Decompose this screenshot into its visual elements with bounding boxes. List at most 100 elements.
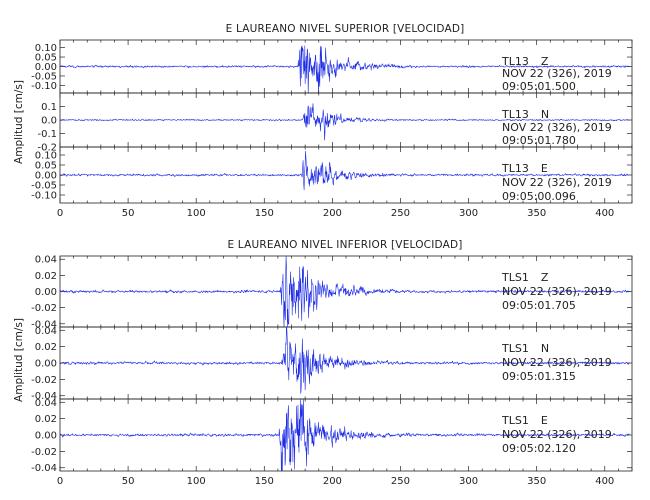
waveform-trace bbox=[59, 45, 630, 94]
trace-time: 09:05:01.500 bbox=[502, 80, 576, 93]
panel: 0.04 0.02 0.00 -0.02 -0.04 0 50 100 150 200 250 30… bbox=[31, 398, 633, 487]
y-ticks: 0.100.050.00-0.05-0.10 bbox=[31, 151, 632, 202]
y-ticks: 0.04 0.02 0.00 -0.02 -0.04 bbox=[31, 255, 632, 330]
station-label: TLS1 Z bbox=[501, 271, 549, 284]
y-tick-label: 0.02 bbox=[35, 342, 57, 353]
waveform-trace bbox=[59, 150, 630, 191]
trace-time: 09:05:02.120 bbox=[502, 442, 576, 455]
y-tick-label: -0.10 bbox=[31, 81, 57, 92]
y-tick-label: 0.1 bbox=[41, 102, 57, 113]
station-label: TL13 Z bbox=[501, 55, 549, 68]
y-tick-label: 0.05 bbox=[35, 161, 57, 172]
y-tick-label: -0.02 bbox=[31, 447, 57, 458]
x-tick-label: 250 bbox=[391, 208, 410, 219]
x-ticks: 0 50 100 150 200 250 300 350 400 bbox=[57, 476, 614, 487]
x-tick-label: 350 bbox=[527, 476, 546, 487]
trace-time: 09:05:01.315 bbox=[502, 370, 576, 383]
station-code: TLS1 bbox=[501, 414, 529, 427]
component-code: N bbox=[541, 342, 549, 355]
station-label: TLS1 E bbox=[501, 414, 548, 427]
station-code: TL13 bbox=[501, 108, 529, 121]
y-tick-label: -0.02 bbox=[31, 303, 57, 314]
waveform-trace bbox=[59, 398, 630, 472]
y-tick-label: 0.02 bbox=[35, 414, 57, 425]
trace-time: 09:05:00.096 bbox=[502, 190, 576, 203]
y-tick-label: 0.10 bbox=[35, 43, 57, 54]
trace-date: NOV 22 (326), 2019 bbox=[502, 67, 612, 80]
station-code: TLS1 bbox=[501, 342, 529, 355]
x-tick-label: 300 bbox=[459, 208, 478, 219]
trace-date: NOV 22 (326), 2019 bbox=[502, 428, 612, 441]
y-tick-label: -0.04 bbox=[31, 463, 57, 474]
x-tick-label: 50 bbox=[122, 208, 135, 219]
x-tick-label: 350 bbox=[527, 208, 546, 219]
chart-title: E LAUREANO NIVEL INFERIOR [VELOCIDAD] bbox=[227, 239, 462, 251]
x-ticks: 0 50 100 150 200 250 300 350 400 bbox=[57, 208, 614, 219]
panel: 0.04 0.02 0.00 -0.02 -0.04 TLS1 N NOV 22 (326… bbox=[31, 326, 633, 402]
trace-annotation: TLS1 N NOV 22 (326), 2019 09:05:01.315 bbox=[501, 342, 612, 383]
x-tick-label: 300 bbox=[459, 476, 478, 487]
y-axis-label: Amplitud [cm/s] bbox=[13, 318, 25, 402]
y-tick-label: -0.2 bbox=[37, 143, 57, 154]
y-tick-label: -0.02 bbox=[31, 375, 57, 386]
component-code: N bbox=[541, 108, 549, 121]
y-tick-label: 0.00 bbox=[35, 287, 57, 298]
x-tick-label: 150 bbox=[255, 208, 274, 219]
y-tick-label: 0.04 bbox=[35, 255, 57, 266]
x-tick-label: 400 bbox=[595, 208, 614, 219]
trace-annotation: TLS1 E NOV 22 (326), 2019 09:05:02.120 bbox=[501, 414, 612, 455]
x-tick-label: 0 bbox=[57, 476, 63, 487]
waveform-trace bbox=[59, 103, 630, 141]
y-tick-label: 0.00 bbox=[35, 62, 57, 73]
y-tick-label: 0.00 bbox=[35, 431, 57, 442]
panel: 0.100.050.00-0.05-0.10 0 50 100 150 200 250 30… bbox=[31, 146, 633, 219]
x-tick-label: 100 bbox=[187, 476, 206, 487]
trace-date: NOV 22 (326), 2019 bbox=[502, 121, 612, 134]
trace-date: NOV 22 (326), 2019 bbox=[502, 176, 612, 189]
y-tick-label: 0.02 bbox=[35, 271, 57, 282]
y-axis-label: Amplitud [cm/s] bbox=[13, 80, 25, 164]
y-tick-label: -0.05 bbox=[31, 181, 57, 192]
y-tick-label: -0.04 bbox=[31, 391, 57, 402]
trace-annotation: TL13 N NOV 22 (326), 2019 09:05:01.780 bbox=[501, 108, 612, 147]
y-tick-label: -0.04 bbox=[31, 319, 57, 330]
station-code: TL13 bbox=[501, 162, 529, 175]
trace-time: 09:05:01.780 bbox=[502, 134, 576, 147]
station-label: TL13 E bbox=[501, 162, 548, 175]
chart-title: E LAUREANO NIVEL SUPERIOR [VELOCIDAD] bbox=[226, 23, 465, 35]
waveform-trace bbox=[59, 326, 630, 394]
y-tick-label: 0.10 bbox=[35, 151, 57, 162]
y-tick-label: -0.1 bbox=[37, 129, 57, 140]
trace-annotation: TLS1 Z NOV 22 (326), 2019 09:05:01.705 bbox=[501, 271, 612, 312]
trace-time: 09:05:01.705 bbox=[502, 299, 576, 312]
component-code: E bbox=[541, 162, 548, 175]
x-tick-label: 400 bbox=[595, 476, 614, 487]
station-code: TL13 bbox=[501, 55, 529, 68]
chart-inferior: E LAUREANO NIVEL INFERIOR [VELOCIDAD] Am… bbox=[13, 239, 633, 487]
trace-annotation: TL13 Z NOV 22 (326), 2019 09:05:01.500 bbox=[501, 55, 612, 93]
y-tick-label: -0.05 bbox=[31, 71, 57, 82]
component-code: Z bbox=[541, 55, 549, 68]
x-tick-label: 100 bbox=[187, 208, 206, 219]
y-tick-label: -0.10 bbox=[31, 191, 57, 202]
station-label: TLS1 N bbox=[501, 342, 549, 355]
station-code: TLS1 bbox=[501, 271, 529, 284]
trace-annotation: TL13 E NOV 22 (326), 2019 09:05:00.096 bbox=[501, 162, 612, 203]
y-ticks: 0.04 0.02 0.00 -0.02 -0.04 bbox=[31, 398, 632, 474]
trace-date: NOV 22 (326), 2019 bbox=[502, 285, 612, 298]
panel: 0.04 0.02 0.00 -0.02 -0.04 TLS1 Z NOV 22 (326… bbox=[31, 255, 633, 330]
chart-superior: E LAUREANO NIVEL SUPERIOR [VELOCIDAD] Am… bbox=[13, 23, 633, 219]
trace-date: NOV 22 (326), 2019 bbox=[502, 356, 612, 369]
y-tick-label: 0.00 bbox=[35, 359, 57, 370]
x-tick-label: 200 bbox=[323, 476, 342, 487]
y-tick-label: 0.04 bbox=[35, 326, 57, 337]
y-tick-label: 0.04 bbox=[35, 398, 57, 409]
panel: 0.100.050.00-0.05-0.10 TL13 Z NOV 22 (326… bbox=[31, 39, 633, 94]
component-code: Z bbox=[541, 271, 549, 284]
x-tick-label: 150 bbox=[255, 476, 274, 487]
y-tick-label: 0.00 bbox=[35, 171, 57, 182]
station-label: TL13 N bbox=[501, 108, 549, 121]
x-tick-label: 0 bbox=[57, 208, 63, 219]
waveform-trace bbox=[59, 255, 630, 328]
